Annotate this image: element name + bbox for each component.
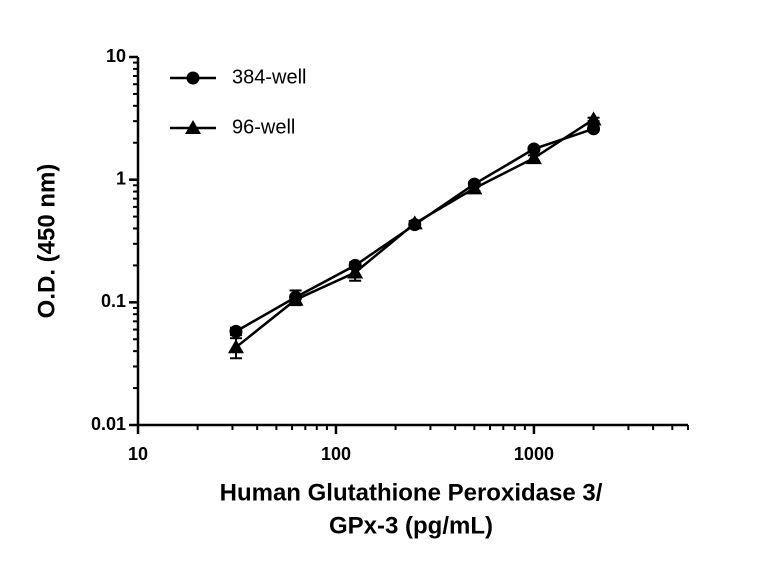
marker [525, 150, 542, 165]
y-tick-label: 1 [116, 168, 126, 188]
marker [406, 215, 423, 230]
x-tick-label: 10 [128, 444, 148, 464]
marker [587, 122, 601, 136]
x-tick-label: 100 [321, 444, 351, 464]
marker [347, 264, 364, 279]
marker [585, 111, 602, 126]
y-tick-label: 0.01 [91, 414, 126, 434]
x-axis-title: Human Glutathione Peroxidase 3/ [220, 479, 603, 506]
marker [229, 324, 243, 338]
y-tick-label: 10 [106, 46, 126, 66]
marker [186, 71, 200, 85]
marker [227, 339, 244, 354]
marker [287, 291, 304, 306]
legend-label: 384-well [232, 66, 306, 88]
y-tick-label: 0.1 [101, 291, 126, 311]
y-axis-title: O.D. (450 nm) [33, 164, 60, 319]
marker [466, 180, 483, 195]
x-tick-label: 1000 [514, 444, 554, 464]
marker [527, 142, 541, 156]
legend-label: 96-well [232, 116, 295, 138]
x-axis-title: GPx-3 (pg/mL) [329, 512, 493, 539]
marker [185, 120, 201, 134]
series-line [235, 118, 595, 349]
